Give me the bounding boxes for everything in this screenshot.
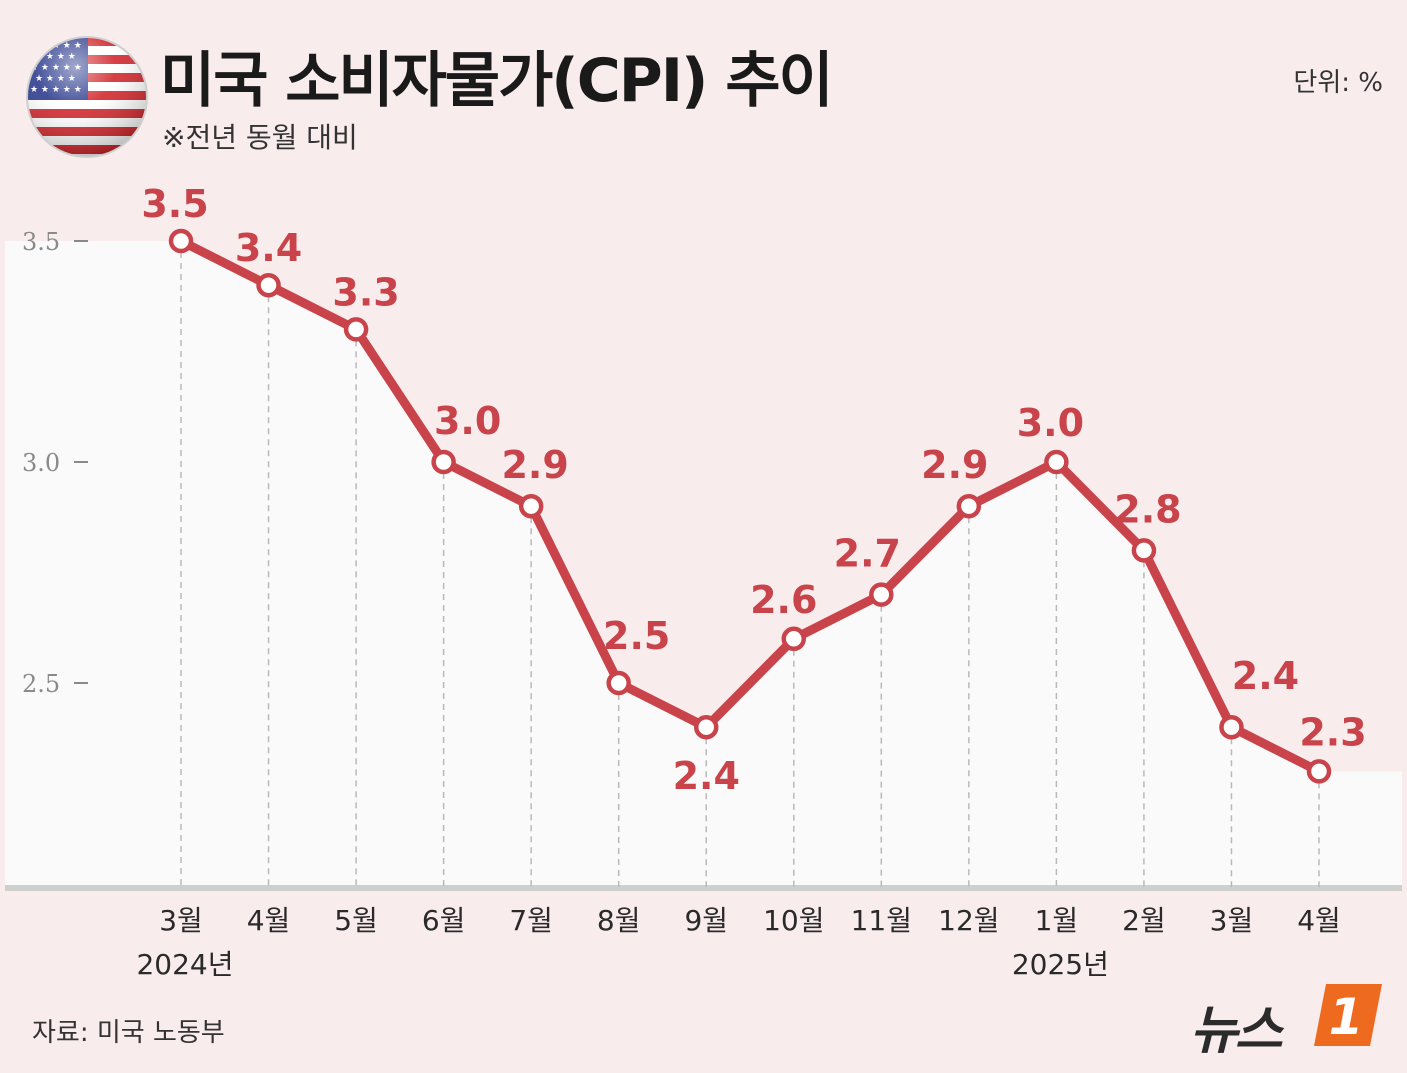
value-label: 2.9: [921, 443, 988, 487]
value-label: 2.4: [673, 754, 740, 798]
data-point: [1219, 714, 1244, 740]
x-tick-label: 8월: [597, 904, 641, 937]
x-tick-label: 2월: [1122, 904, 1166, 937]
x-tick-label: 11월: [851, 904, 912, 937]
x-tick-label: 4월: [247, 904, 291, 937]
value-label: 3.0: [434, 399, 501, 443]
y-tick-label: 3.0: [22, 449, 60, 477]
chart-subtitle: ※전년 동월 대비: [162, 121, 358, 154]
data-point: [343, 317, 369, 342]
data-point: [431, 449, 456, 475]
data-point: [518, 493, 544, 519]
logo-text: 뉴스: [1190, 1001, 1283, 1061]
x-tick-label: 9월: [684, 904, 728, 937]
x-tick-label: 10월: [763, 904, 824, 937]
value-label: 3.5: [141, 182, 208, 226]
x-tick-label: 3월: [1210, 904, 1254, 937]
data-point: [781, 626, 807, 652]
x-tick-label: 5월: [334, 904, 378, 937]
x-tick-label: 6월: [422, 904, 466, 937]
plot-area: [5, 241, 1402, 887]
news1-logo: 뉴스 1: [1190, 982, 1390, 1061]
value-label: 3.4: [235, 226, 302, 270]
cpi-series-line: [176, 236, 1324, 776]
source-note: 자료: 미국 노동부: [32, 1018, 225, 1048]
value-label: 2.7: [834, 532, 901, 576]
value-label: 2.9: [501, 443, 568, 487]
value-label: 2.5: [603, 614, 670, 658]
logo-badge-text: 1: [1329, 988, 1364, 1046]
data-point: [1044, 449, 1069, 475]
data-point: [256, 272, 281, 298]
y-tick-label: 2.5: [22, 670, 60, 698]
data-point: [168, 228, 194, 254]
data-point: [606, 670, 631, 696]
x-tick-label: 12월: [938, 904, 999, 937]
value-label: 2.6: [750, 578, 817, 622]
y-tick-label: 3.5: [22, 228, 60, 256]
unit-label: 단위: %: [1293, 68, 1383, 98]
x-tick-label: 1월: [1035, 904, 1079, 937]
x-tick-label: 4월: [1297, 904, 1341, 937]
value-label: 2.3: [1299, 710, 1366, 754]
x-axis-baseline: [5, 885, 1402, 891]
data-point: [869, 582, 894, 607]
logo-badge-icon: 1: [1314, 984, 1382, 1046]
value-label: 3.0: [1017, 401, 1084, 445]
data-point: [693, 714, 719, 740]
value-label: 3.3: [332, 270, 399, 314]
value-label: 2.8: [1114, 487, 1181, 531]
data-point: [1131, 538, 1157, 563]
us-flag-icon: ★ ★ ★ ★ ★ ★ ★ ★ ★ ★ ★ ★ ★ ★ ★ ★ ★ ★ ★ ★ …: [26, 36, 148, 158]
chart-title: 미국 소비자물가(CPI) 추이: [160, 46, 834, 116]
x-tick-label: 7월: [509, 904, 553, 937]
year-label: 2024년: [136, 948, 233, 981]
year-label: 2025년: [1012, 948, 1109, 981]
data-point: [1306, 759, 1332, 784]
value-label: 2.4: [1232, 654, 1299, 698]
x-tick-label: 3월: [159, 904, 203, 937]
data-point: [956, 493, 982, 519]
